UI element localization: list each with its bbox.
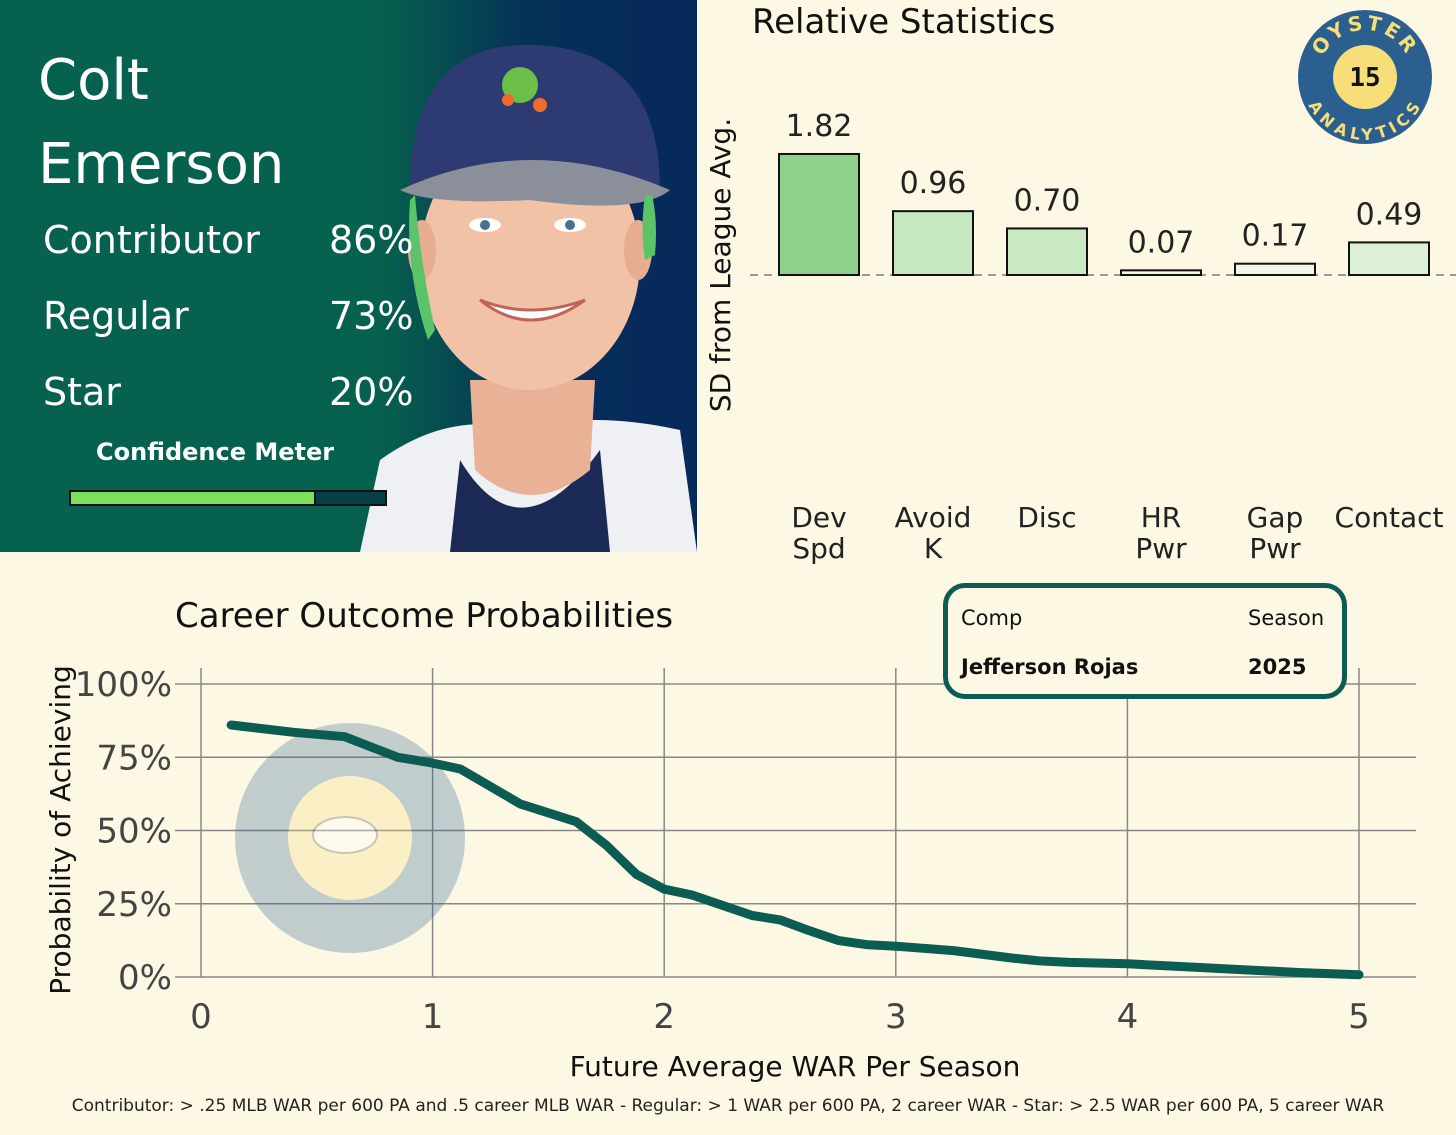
oyster-watermark-logo (235, 723, 465, 953)
bar-value-label: 0.96 (900, 166, 967, 201)
category-label: Gap (1247, 501, 1304, 534)
bar-value-label: 1.82 (786, 109, 853, 144)
relative-statistics-title: Relative Statistics (752, 2, 1056, 42)
bar-value-label: 0.17 (1242, 219, 1309, 254)
x-tick-label: 4 (1117, 997, 1139, 1037)
bar-value-label: 0.07 (1128, 225, 1195, 260)
contributor-label: Contributor (43, 218, 260, 262)
comp-header: Comp (961, 606, 1023, 630)
definitions-footnote: Contributor: > .25 MLB WAR per 600 PA an… (71, 1096, 1385, 1116)
x-tick-label: 2 (653, 997, 675, 1037)
category-label: K (924, 532, 943, 565)
comp-player-name: Jefferson Rojas (961, 655, 1139, 679)
bar-value-label: 0.70 (1014, 183, 1081, 218)
category-label: HR (1141, 501, 1182, 534)
logo-number: 15 (1349, 63, 1380, 93)
y-tick-label: 25% (96, 885, 172, 925)
y-tick-label: 50% (96, 812, 172, 852)
category-label: Dev (791, 501, 846, 534)
bar-0 (778, 152, 860, 276)
x-tick-label: 5 (1348, 997, 1370, 1037)
x-axis-label: Future Average WAR Per Season (570, 1050, 1021, 1083)
confidence-meter-fill (71, 492, 316, 504)
relative-statistics-ylabel: SD from League Avg. (704, 118, 737, 412)
x-tick-label: 0 (190, 997, 212, 1037)
player-first-name: Colt (38, 48, 149, 113)
career-outcome-title: Career Outcome Probabilities (175, 596, 674, 636)
probability-line (226, 720, 1364, 980)
player-photo (340, 0, 697, 552)
y-tick-label: 0% (118, 958, 172, 998)
contributor-value: 86% (329, 218, 414, 262)
regular-value: 73% (329, 294, 414, 338)
category-label: Avoid (895, 501, 972, 534)
x-tick-label: 3 (885, 997, 907, 1037)
y-tick-label: 75% (96, 738, 172, 778)
player-last-name: Emerson (38, 132, 285, 197)
y-tick-label: 100% (75, 665, 172, 705)
bar-4 (1234, 262, 1316, 277)
category-label: Spd (792, 532, 845, 565)
season-header: Season (1248, 606, 1325, 630)
star-label: Star (43, 370, 121, 414)
category-label: Pwr (1135, 532, 1187, 565)
y-axis-label: Probability of Achieving (44, 665, 77, 994)
bar-5 (1348, 241, 1430, 276)
confidence-meter (69, 490, 387, 506)
relative-statistics-ylabel-text: SD from League Avg. (704, 118, 737, 412)
x-tick-label: 1 (422, 997, 444, 1037)
category-label: Disc (1017, 501, 1076, 534)
category-label: Contact (1335, 501, 1444, 534)
oyster-analytics-logo: OYSTER ANALYTICS 15 (1298, 10, 1432, 144)
bar-value-label: 0.49 (1356, 197, 1423, 232)
confidence-meter-label: Confidence Meter (96, 438, 335, 466)
bar-1 (892, 210, 974, 277)
relative-statistics-chart: 1.82DevSpd0.96AvoidK0.70Disc0.07HRPwr0.1… (750, 109, 1456, 565)
regular-label: Regular (43, 294, 189, 338)
comp-panel: Comp Season Jefferson Rojas 2025 (943, 583, 1347, 699)
career-outcome-chart: 0 1 2 3 4 50%25%50%75%100%Future Average WAR … (44, 665, 1416, 1083)
bar-2 (1006, 227, 1088, 276)
comp-season-value: 2025 (1248, 655, 1307, 679)
star-value: 20% (329, 370, 414, 414)
bar-3 (1120, 269, 1202, 277)
player-card: Colt Emerson Contributor 86% Regular 73%… (0, 0, 697, 552)
category-label: Pwr (1249, 532, 1301, 565)
